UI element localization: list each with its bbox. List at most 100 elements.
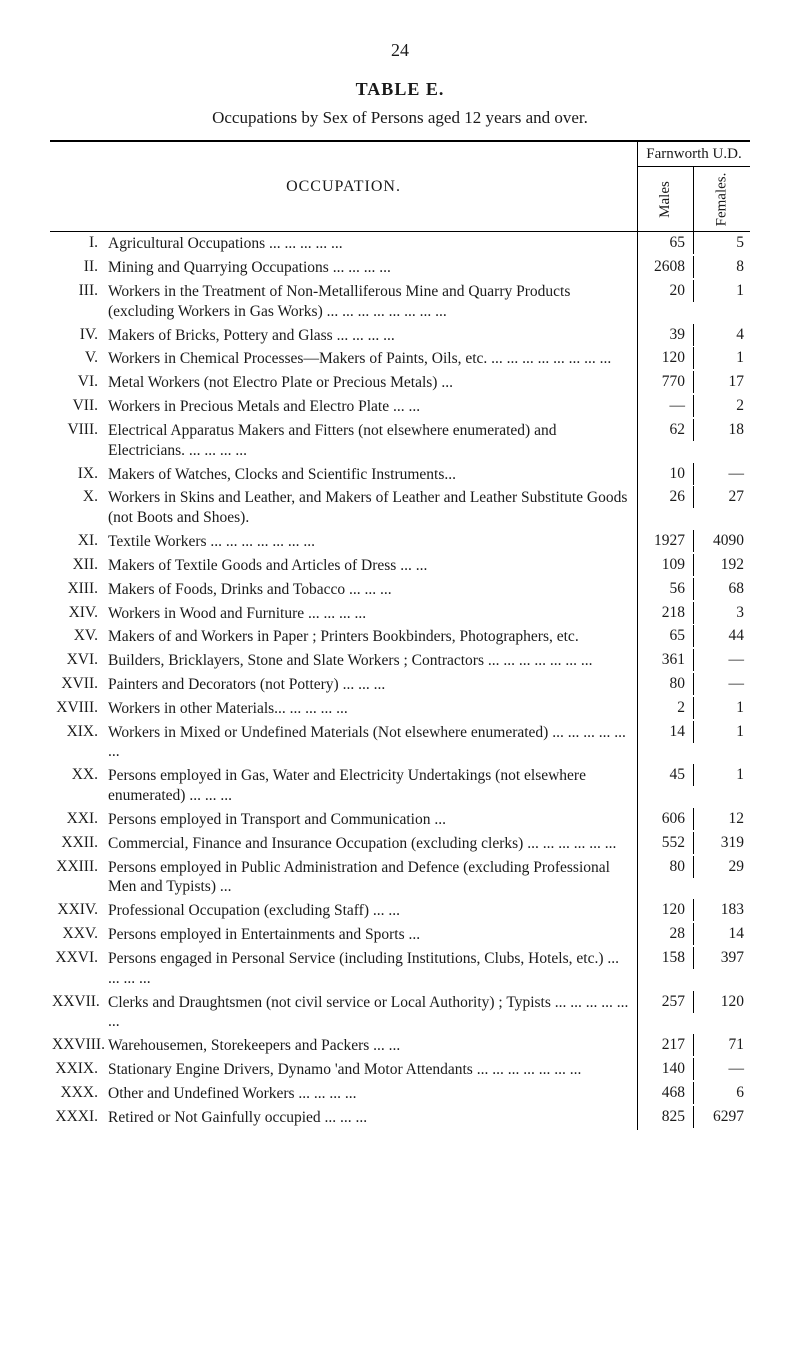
page-number: 24 bbox=[50, 40, 750, 61]
table-row: XXIII.Persons employed in Public Adminis… bbox=[50, 856, 750, 900]
row-roman: II. bbox=[50, 256, 106, 278]
table-caption: Occupations by Sex of Persons aged 12 ye… bbox=[50, 108, 750, 128]
row-roman: XIV. bbox=[50, 602, 106, 624]
row-occupation-text: Electrical Apparatus Makers and Fitters … bbox=[106, 419, 638, 463]
header-females-cell: Females. bbox=[694, 167, 750, 231]
table-row: XX.Persons employed in Gas, Water and El… bbox=[50, 764, 750, 808]
row-females-value: 12 bbox=[694, 808, 750, 830]
table-row: IV.Makers of Bricks, Pottery and Glass .… bbox=[50, 324, 750, 348]
row-females-value: 68 bbox=[694, 578, 750, 600]
row-females-value: — bbox=[694, 649, 750, 671]
table-row: XXVII.Clerks and Draughtsmen (not civil … bbox=[50, 991, 750, 1035]
table-row: XXII.Commercial, Finance and Insurance O… bbox=[50, 832, 750, 856]
row-females-value: 14 bbox=[694, 923, 750, 945]
row-females-value: 192 bbox=[694, 554, 750, 576]
row-females-value: 3 bbox=[694, 602, 750, 624]
row-males-value: 28 bbox=[638, 923, 694, 945]
row-females-value: 44 bbox=[694, 625, 750, 647]
row-roman: VI. bbox=[50, 371, 106, 393]
row-roman: XIII. bbox=[50, 578, 106, 600]
row-males-value: 217 bbox=[638, 1034, 694, 1056]
row-females-value: 27 bbox=[694, 486, 750, 508]
row-females-value: 71 bbox=[694, 1034, 750, 1056]
row-occupation-text: Metal Workers (not Electro Plate or Prec… bbox=[106, 371, 638, 395]
row-females-value: 1 bbox=[694, 280, 750, 302]
row-females-value: 1 bbox=[694, 764, 750, 786]
row-females-value: 4 bbox=[694, 324, 750, 346]
table-row: XIII.Makers of Foods, Drinks and Tobacco… bbox=[50, 578, 750, 602]
row-males-value: 606 bbox=[638, 808, 694, 830]
row-occupation-text: Makers of Watches, Clocks and Scientific… bbox=[106, 463, 638, 487]
table-row: VIII.Electrical Apparatus Makers and Fit… bbox=[50, 419, 750, 463]
row-roman: XXIII. bbox=[50, 856, 106, 878]
row-females-value: 18 bbox=[694, 419, 750, 441]
row-females-value: 2 bbox=[694, 395, 750, 417]
row-males-value: 56 bbox=[638, 578, 694, 600]
row-occupation-text: Stationary Engine Drivers, Dynamo 'and M… bbox=[106, 1058, 638, 1082]
row-males-value: 65 bbox=[638, 625, 694, 647]
table-row: XIX.Workers in Mixed or Undefined Materi… bbox=[50, 721, 750, 765]
row-males-value: 2 bbox=[638, 697, 694, 719]
header-subcolumns: Males Females. bbox=[638, 167, 750, 231]
table-row: X.Workers in Skins and Leather, and Make… bbox=[50, 486, 750, 530]
row-occupation-text: Agricultural Occupations ... ... ... ...… bbox=[106, 232, 638, 256]
table-row: XXI.Persons employed in Transport and Co… bbox=[50, 808, 750, 832]
row-females-value: 6 bbox=[694, 1082, 750, 1104]
row-roman: VIII. bbox=[50, 419, 106, 441]
table-row: XXIV.Professional Occupation (excluding … bbox=[50, 899, 750, 923]
table-header: OCCUPATION. Farnworth U.D. Males Females… bbox=[50, 142, 750, 232]
row-females-value: 319 bbox=[694, 832, 750, 854]
row-roman: XXVII. bbox=[50, 991, 106, 1013]
row-males-value: 14 bbox=[638, 721, 694, 743]
row-males-value: 158 bbox=[638, 947, 694, 969]
row-males-value: 770 bbox=[638, 371, 694, 393]
row-occupation-text: Workers in Chemical Processes—Makers of … bbox=[106, 347, 638, 371]
row-males-value: 26 bbox=[638, 486, 694, 508]
row-roman: XVII. bbox=[50, 673, 106, 695]
table-row: XII.Makers of Textile Goods and Articles… bbox=[50, 554, 750, 578]
row-occupation-text: Retired or Not Gainfully occupied ... ..… bbox=[106, 1106, 638, 1130]
row-females-value: 397 bbox=[694, 947, 750, 969]
row-females-value: 1 bbox=[694, 721, 750, 743]
row-roman: X. bbox=[50, 486, 106, 508]
row-males-value: 20 bbox=[638, 280, 694, 302]
row-males-value: 80 bbox=[638, 673, 694, 695]
row-roman: XXIV. bbox=[50, 899, 106, 921]
header-males-cell: Males bbox=[638, 167, 694, 231]
row-females-value: — bbox=[694, 1058, 750, 1080]
row-roman: XXI. bbox=[50, 808, 106, 830]
table-row: XI.Textile Workers ... ... ... ... ... .… bbox=[50, 530, 750, 554]
table-row: XXX.Other and Undefined Workers ... ... … bbox=[50, 1082, 750, 1106]
row-roman: I. bbox=[50, 232, 106, 254]
row-occupation-text: Textile Workers ... ... ... ... ... ... … bbox=[106, 530, 638, 554]
row-males-value: 109 bbox=[638, 554, 694, 576]
table-row: XXVIII.Warehousemen, Storekeepers and Pa… bbox=[50, 1034, 750, 1058]
row-occupation-text: Workers in other Materials... ... ... ..… bbox=[106, 697, 638, 721]
table-name: TABLE E. bbox=[50, 79, 750, 100]
row-males-value: 45 bbox=[638, 764, 694, 786]
row-males-value: 361 bbox=[638, 649, 694, 671]
row-occupation-text: Makers of Bricks, Pottery and Glass ... … bbox=[106, 324, 638, 348]
row-females-value: 29 bbox=[694, 856, 750, 878]
row-roman: XXVI. bbox=[50, 947, 106, 969]
header-right-group: Farnworth U.D. Males Females. bbox=[638, 142, 750, 231]
row-females-value: 6297 bbox=[694, 1106, 750, 1128]
row-occupation-text: Makers of Foods, Drinks and Tobacco ... … bbox=[106, 578, 638, 602]
row-roman: IV. bbox=[50, 324, 106, 346]
row-males-value: 80 bbox=[638, 856, 694, 878]
header-region: Farnworth U.D. bbox=[638, 142, 750, 167]
row-males-value: 120 bbox=[638, 347, 694, 369]
row-roman: XXX. bbox=[50, 1082, 106, 1104]
row-males-value: — bbox=[638, 395, 694, 417]
row-males-value: 10 bbox=[638, 463, 694, 485]
row-occupation-text: Makers of and Workers in Paper ; Printer… bbox=[106, 625, 638, 649]
row-females-value: 4090 bbox=[694, 530, 750, 552]
row-roman: XXII. bbox=[50, 832, 106, 854]
row-roman: XXXI. bbox=[50, 1106, 106, 1128]
table-row: III.Workers in the Treatment of Non-Meta… bbox=[50, 280, 750, 324]
row-males-value: 65 bbox=[638, 232, 694, 254]
row-occupation-text: Workers in Wood and Furniture ... ... ..… bbox=[106, 602, 638, 626]
row-roman: XXV. bbox=[50, 923, 106, 945]
table-row: I.Agricultural Occupations ... ... ... .… bbox=[50, 232, 750, 256]
row-occupation-text: Persons employed in Entertainments and S… bbox=[106, 923, 638, 947]
